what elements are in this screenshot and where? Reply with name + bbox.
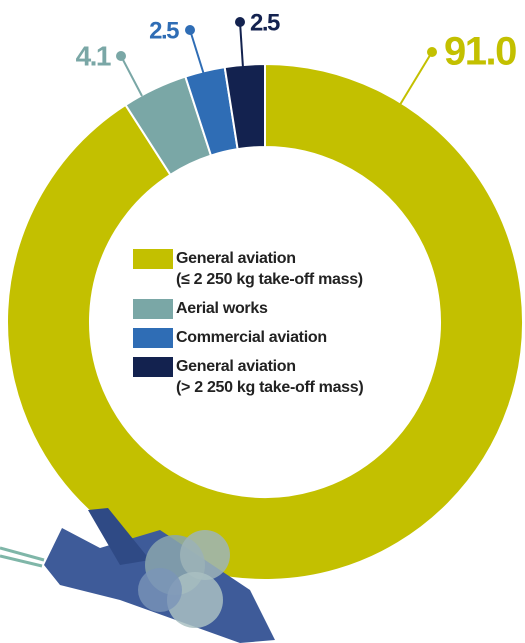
- legend-item: General aviation (≤ 2 250 kg take-off ma…: [133, 248, 413, 290]
- smoke: [180, 530, 230, 580]
- smoke: [138, 568, 182, 612]
- donut-segment: [223, 62, 266, 151]
- value-label: 91.0: [444, 30, 516, 74]
- leader-line: [189, 29, 206, 79]
- leader-dot: [116, 51, 126, 61]
- legend-swatch: [133, 328, 173, 348]
- value-label: 2.5: [250, 9, 280, 36]
- trail: [0, 554, 43, 568]
- legend-item: Aerial works: [133, 298, 413, 319]
- leader-line: [239, 21, 244, 69]
- donut-segment: [6, 62, 524, 581]
- legend-label: Aerial works: [176, 300, 268, 317]
- airplane-wing: [88, 508, 150, 565]
- legend-swatch: [133, 357, 173, 377]
- legend: General aviation (≤ 2 250 kg take-off ma…: [133, 248, 413, 406]
- legend-swatch: [133, 249, 173, 269]
- value-label: 4.1: [76, 40, 111, 71]
- legend-item: General aviation (> 2 250 kg take-off ma…: [133, 356, 413, 398]
- legend-label: General aviation (> 2 250 kg take-off ma…: [176, 358, 364, 396]
- trail: [0, 546, 45, 562]
- legend-label: Commercial aviation: [176, 329, 327, 346]
- leader-dot: [185, 25, 195, 35]
- leader-dot: [427, 47, 437, 57]
- leader-line: [397, 51, 433, 109]
- legend-swatch: [133, 299, 173, 319]
- legend-label: General aviation (≤ 2 250 kg take-off ma…: [176, 250, 363, 288]
- airplane-illustration: [0, 508, 275, 643]
- legend-item: Commercial aviation: [133, 327, 413, 348]
- leader-dot: [235, 17, 245, 27]
- value-label: 2.5: [149, 17, 179, 44]
- leader-line: [120, 55, 143, 97]
